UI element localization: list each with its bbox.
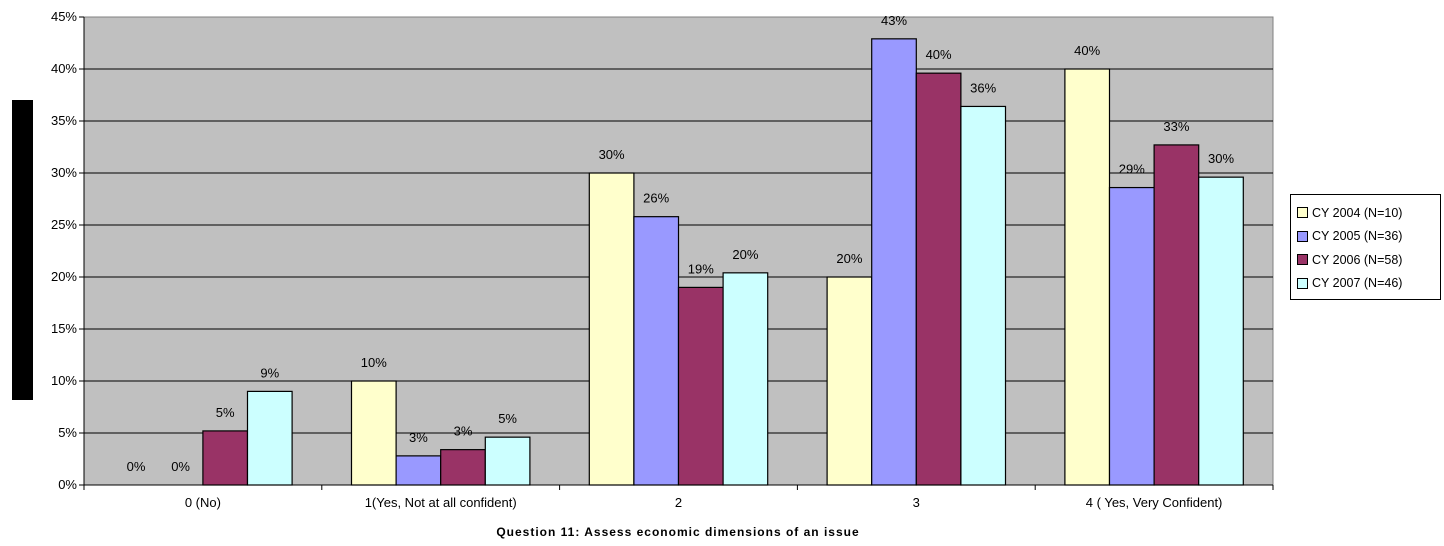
data-label: 0% (127, 459, 146, 474)
y-tick-label: 15% (51, 321, 77, 336)
bar (1064, 68, 1111, 486)
legend: CY 2004 (N=10) CY 2005 (N=36) CY 2006 (N=5… (1290, 194, 1441, 300)
bar (1153, 144, 1200, 486)
data-label: 30% (599, 147, 625, 162)
x-axis-title: Question 11: Assess economic dimensions … (496, 525, 859, 539)
x-tick-label: 3 (913, 495, 920, 510)
data-label: 40% (926, 47, 952, 62)
redacted-box (12, 100, 33, 400)
data-label: 20% (732, 247, 758, 262)
bar (722, 272, 769, 486)
bar (246, 390, 293, 486)
data-label: 5% (498, 411, 517, 426)
data-labels: 0% 0% 5% 9% 10% 3% 3% 5% 30% 26% 19% 20% 20% 43% 40% 36… (127, 13, 1235, 474)
bar (871, 38, 917, 486)
bar (1198, 176, 1244, 486)
data-label: 30% (1208, 151, 1234, 166)
bar (960, 105, 1007, 486)
y-tick-label: 35% (51, 113, 77, 128)
legend-item: CY 2005 (N=36) (1297, 225, 1440, 249)
data-label: 43% (881, 13, 907, 28)
legend-item: CY 2004 (N=10) (1297, 201, 1440, 225)
x-tick-label: 4 ( Yes, Very Confident) (1086, 495, 1223, 510)
x-tick-label: 2 (675, 495, 682, 510)
data-label: 0% (171, 459, 190, 474)
x-tick-label: 1(Yes, Not at all confident) (365, 495, 517, 510)
legend-swatch (1297, 207, 1308, 219)
legend-label: CY 2005 (N=36) (1312, 229, 1403, 244)
y-tick-label: 25% (51, 217, 77, 232)
bar (395, 455, 442, 486)
y-tick-label: 0% (58, 477, 77, 492)
data-label: 26% (643, 191, 669, 206)
y-tick-label: 20% (51, 269, 77, 284)
data-label: 5% (216, 405, 235, 420)
legend-label: CY 2007 (N=46) (1312, 276, 1403, 291)
x-tick-label: 0 (No) (185, 495, 221, 510)
y-tick-label: 5% (58, 425, 77, 440)
data-label: 10% (361, 355, 387, 370)
data-label: 3% (409, 430, 428, 445)
legend-label: CY 2006 (N=58) (1312, 252, 1403, 267)
y-tick-label: 45% (51, 9, 77, 24)
bar (202, 430, 249, 486)
bar (915, 72, 962, 486)
x-axis: 0 (No) 1(Yes, Not at all confident) 2 3 4 ( … (83, 484, 1274, 510)
bar (440, 449, 486, 486)
legend-item: CY 2007 (N=46) (1297, 272, 1440, 296)
data-label: 36% (970, 80, 996, 95)
bar (677, 286, 724, 486)
legend-swatch (1297, 230, 1308, 242)
data-label: 9% (260, 365, 279, 380)
bar (484, 436, 531, 486)
y-tick-label: 30% (51, 165, 77, 180)
bar (350, 380, 397, 486)
y-axis: 0% 5% 10% 15% 20% 25% 30% 35% 40% 45% (51, 9, 85, 492)
bar (826, 276, 873, 486)
legend-label: CY 2004 (N=10) (1312, 205, 1403, 220)
data-label: 29% (1119, 162, 1145, 177)
bar (588, 172, 635, 486)
data-label: 33% (1163, 119, 1189, 134)
legend-item: CY 2006 (N=58) (1297, 248, 1440, 272)
y-tick-label: 10% (51, 373, 77, 388)
legend-swatch (1297, 254, 1308, 266)
bars (202, 38, 1244, 486)
data-label: 20% (836, 251, 862, 266)
data-label: 40% (1074, 43, 1100, 58)
data-label: 3% (454, 424, 473, 439)
bar (633, 216, 680, 486)
legend-swatch (1297, 277, 1308, 289)
bar (1108, 186, 1155, 486)
data-label: 19% (688, 261, 714, 276)
y-tick-label: 40% (51, 61, 77, 76)
